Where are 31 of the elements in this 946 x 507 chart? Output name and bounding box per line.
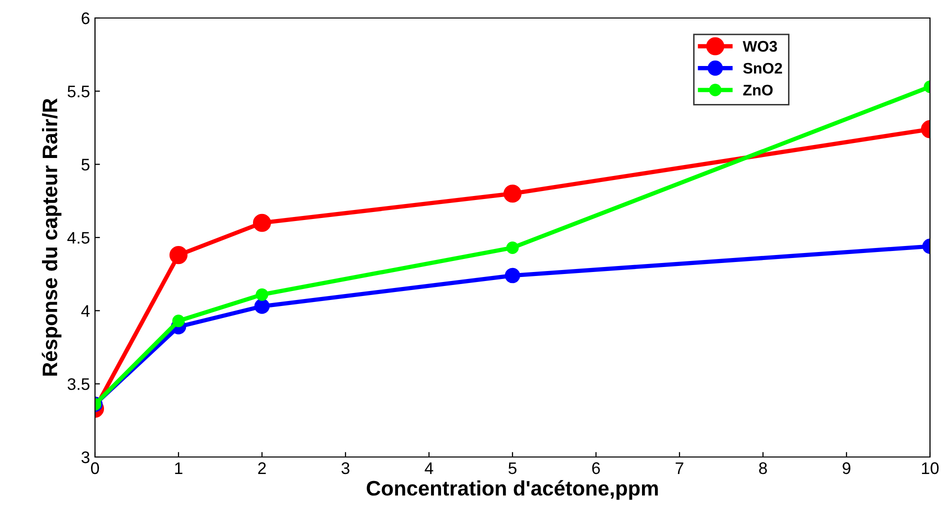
y-axis-title: Résponse du capteur Rair/R xyxy=(42,98,62,376)
x-tick-label: 8 xyxy=(759,462,767,474)
x-tick-label: 5 xyxy=(508,462,516,474)
x-tick-label: 1 xyxy=(175,462,182,474)
x-tick-label: 10 xyxy=(922,462,939,474)
y-tick-label: 4.5 xyxy=(67,232,90,244)
y-tick-label: 4 xyxy=(81,305,90,317)
legend-label: WO3 xyxy=(742,40,777,52)
x-tick-label: 6 xyxy=(592,462,600,474)
y-tick-label: 5 xyxy=(82,158,90,171)
x-tick-label: 2 xyxy=(258,462,266,474)
y-tick-label: 5.5 xyxy=(68,86,90,98)
point xyxy=(254,298,270,314)
legend-label: SnO2 xyxy=(743,62,782,74)
x-tick-label: 0 xyxy=(91,462,99,474)
point xyxy=(172,314,185,328)
x-tick-label: 3 xyxy=(342,462,350,474)
y-tick-label: 3 xyxy=(82,451,90,464)
x-tick-label: 4 xyxy=(424,462,434,474)
x-tick-label: 9 xyxy=(842,462,850,474)
y-tick-label: 3.5 xyxy=(68,378,90,390)
point xyxy=(503,184,522,203)
point xyxy=(252,214,272,232)
point xyxy=(506,241,519,254)
legend-label: ZnO xyxy=(743,84,773,96)
y-tick-label: 6 xyxy=(82,12,90,24)
x-tick-label: 7 xyxy=(676,462,684,474)
point xyxy=(256,288,268,301)
point xyxy=(169,246,188,264)
point xyxy=(504,268,520,284)
x-axis-title: Concentration d'acétone,ppm xyxy=(366,480,658,500)
